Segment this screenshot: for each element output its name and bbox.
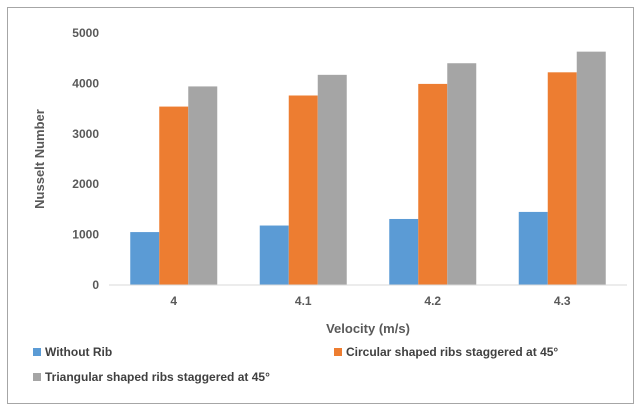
legend-label: Circular shaped ribs staggered at 45° xyxy=(346,345,558,359)
x-tick-label: 4.1 xyxy=(295,294,312,308)
bar-chart: 0 1000 2000 3000 4000 5000 4 4.1 4.2 4.3 Nusselt… xyxy=(32,26,627,384)
y-tick-label: 1000 xyxy=(72,228,99,242)
plot-area xyxy=(109,51,627,286)
y-tick-label: 4000 xyxy=(72,76,99,90)
legend-swatch xyxy=(33,348,41,356)
chart-area: 0 1000 2000 3000 4000 5000 4 4.1 4.2 4.3 Nusselt… xyxy=(7,7,634,404)
bar xyxy=(188,86,218,285)
y-axis-title: Nusselt Number xyxy=(32,109,47,209)
x-tick-label: 4 xyxy=(170,294,177,308)
x-axis: 4 4.1 4.2 4.3 xyxy=(170,294,571,308)
legend-swatch xyxy=(334,348,342,356)
y-axis: 0 1000 2000 3000 4000 5000 xyxy=(72,26,99,292)
legend-label: Without Rib xyxy=(45,345,112,359)
bar xyxy=(518,211,548,285)
bar xyxy=(317,74,347,285)
y-tick-label: 5000 xyxy=(72,26,99,40)
bar xyxy=(389,218,419,285)
legend-item: Triangular shaped ribs staggered at 45° xyxy=(33,370,270,384)
bar xyxy=(547,72,577,285)
bar xyxy=(159,106,189,285)
bar xyxy=(418,83,448,286)
legend: Without Rib Circular shaped ribs staggere… xyxy=(33,345,558,384)
x-tick-label: 4.3 xyxy=(554,294,571,308)
legend-label: Triangular shaped ribs staggered at 45° xyxy=(45,370,270,384)
y-tick-label: 0 xyxy=(92,278,99,292)
y-tick-label: 2000 xyxy=(72,177,99,191)
bar xyxy=(288,95,318,285)
legend-item: Circular shaped ribs staggered at 45° xyxy=(334,345,558,359)
x-tick-label: 4.2 xyxy=(424,294,441,308)
y-tick-label: 3000 xyxy=(72,127,99,141)
bar xyxy=(576,51,606,286)
legend-swatch xyxy=(33,373,41,381)
bar xyxy=(447,63,477,285)
bar xyxy=(130,232,160,285)
legend-item: Without Rib xyxy=(33,345,112,359)
x-axis-title: Velocity (m/s) xyxy=(326,321,410,336)
bar xyxy=(259,225,289,285)
